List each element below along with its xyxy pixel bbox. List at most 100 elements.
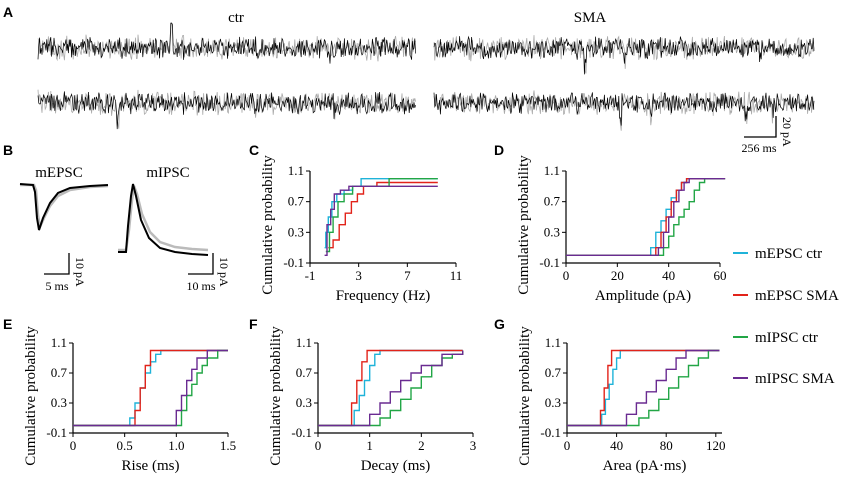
x-axis-label: Amplitude (pA) [595,288,691,304]
sma-trace-bottom [433,90,815,131]
legend-label: mEPSC ctr [755,246,822,262]
y-tick-label: -0.1 [46,425,67,440]
trace-scale-bar: 256 ms 20 pA [741,116,794,155]
y-tick-label: 0.3 [544,224,560,239]
y-tick-label: 1.1 [296,335,312,350]
mipsc-scale-lines [188,253,214,275]
mepsc-sma-waveform [19,183,109,231]
mepsc-scale-lines [44,253,70,275]
series-mipsc-sma [73,349,228,427]
y-axis-label: Cumulative probability [516,155,532,295]
mepsc-scale-x: 5 ms [45,279,68,293]
mepsc-scale-y: 10 pA [73,257,87,287]
trace-scale-lines [744,116,777,138]
y-tick-label: 0.7 [51,365,68,380]
x-tick-label: 0 [315,438,322,453]
y-tick-label: 0.7 [296,365,313,380]
y-axis-label: Cumulative probability [260,155,276,295]
legend-label: mIPSC SMA [755,371,835,387]
series-mipsc-ctr [567,349,720,427]
y-axis-label: Cumulative probability [268,326,284,466]
y-tick-label: -0.1 [291,425,312,440]
x-tick-label: 1 [366,438,373,453]
x-tick-label: 0 [70,438,77,453]
trace-overlay [433,90,815,131]
sma-title: SMA [574,10,607,26]
y-tick-label: -0.1 [283,255,304,270]
mipsc-scale-y: 10 pA [217,257,231,287]
trace-scale-y: 20 pA [780,117,794,147]
y-tick-label: 0.3 [296,395,312,410]
ctr-trace-bottom [37,89,416,130]
legend-label: mEPSC SMA [755,288,839,304]
y-tick-label: 0.7 [544,194,561,209]
trace-line [433,35,815,75]
x-tick-label: 80 [660,438,673,453]
x-axis-label: Area (pA·ms) [603,458,687,474]
plot-rise: 0 0.5 1.0 1.5 -0.1 0.3 0.7 1.1 Rise (ms) Cumulati… [23,326,236,474]
x-tick-label: 3 [355,268,362,283]
panel-letter-d: D [494,142,504,158]
x-tick-label: 0 [564,438,571,453]
y-tick-label: 0.3 [545,395,561,410]
y-tick-label: 0.7 [545,365,562,380]
series-mipsc-sma [324,185,438,256]
series-mipsc-ctr [566,178,726,256]
series-mepsc-ctr [318,349,463,427]
x-tick-label: 40 [610,438,623,453]
panel-letter-g: G [494,316,505,332]
series-mepsc-ctr [566,178,726,256]
x-tick-label: -1 [305,268,316,283]
panel-letter-c: C [249,142,259,158]
legend: mEPSC ctr mEPSC SMA mIPSC ctr mIPSC SMA [733,246,839,387]
series-mepsc-ctr [324,178,438,249]
series-mipsc-sma [566,178,726,256]
series-mipsc-sma [567,349,720,427]
panel-letter-b: B [3,142,13,158]
sma-trace-top [433,35,815,75]
trace-scale-x: 256 ms [741,141,776,155]
series-mipsc-sma [318,350,464,427]
mipsc-scale-bar: 10 ms 10 pA [186,253,231,293]
x-tick-label: 0.5 [117,438,133,453]
series-mipsc-ctr [318,350,464,427]
x-tick-label: 1.0 [168,438,184,453]
x-tick-label: 7 [404,268,411,283]
y-tick-label: 1.1 [545,335,561,350]
x-tick-label: 40 [662,268,675,283]
x-tick-label: 11 [450,268,463,283]
x-tick-label: 1.5 [220,438,236,453]
mepsc-title: mEPSC [35,165,83,181]
y-tick-label: -0.1 [539,255,560,270]
y-tick-label: 1.1 [51,335,67,350]
trace-overlay [433,35,815,74]
trace-line [37,91,416,130]
ctr-title: ctr [228,10,244,26]
series-mipsc-ctr [73,349,228,427]
y-tick-label: -0.1 [540,425,561,440]
plot-area: 0 40 80 120 -0.1 0.3 0.7 1.1 Area (pA·ms) Cumulat… [517,326,726,474]
plot-amplitude: 0 20 40 60 -0.1 0.3 0.7 1.1 Amplitude (pA) Cumula… [516,155,727,304]
panel-letter-f: F [249,316,258,332]
panel-letter-a: A [3,4,13,20]
x-tick-label: 120 [706,438,726,453]
plot-frequency: -1 3 7 11 -0.1 0.3 0.7 1.1 Frequency (Hz) Cumulat… [260,155,462,304]
trace-line [37,22,416,64]
mepsc-scale-bar: 5 ms 10 pA [44,253,87,293]
x-tick-label: 0 [563,268,570,283]
x-axis-label: Frequency (Hz) [336,288,431,304]
trace-line [433,92,815,126]
panel-letter-e: E [3,316,12,332]
mipsc-ctr-waveform [118,185,209,252]
x-tick-label: 60 [714,268,727,283]
series-mepsc-sma [73,349,228,427]
x-tick-label: 2 [418,438,425,453]
trace-overlay [37,89,416,129]
ctr-trace-top [37,22,416,64]
x-tick-label: 3 [470,438,477,453]
mipsc-sma-waveform [118,183,209,256]
x-axis-label: Decay (ms) [361,458,431,474]
x-tick-label: 20 [611,268,624,283]
